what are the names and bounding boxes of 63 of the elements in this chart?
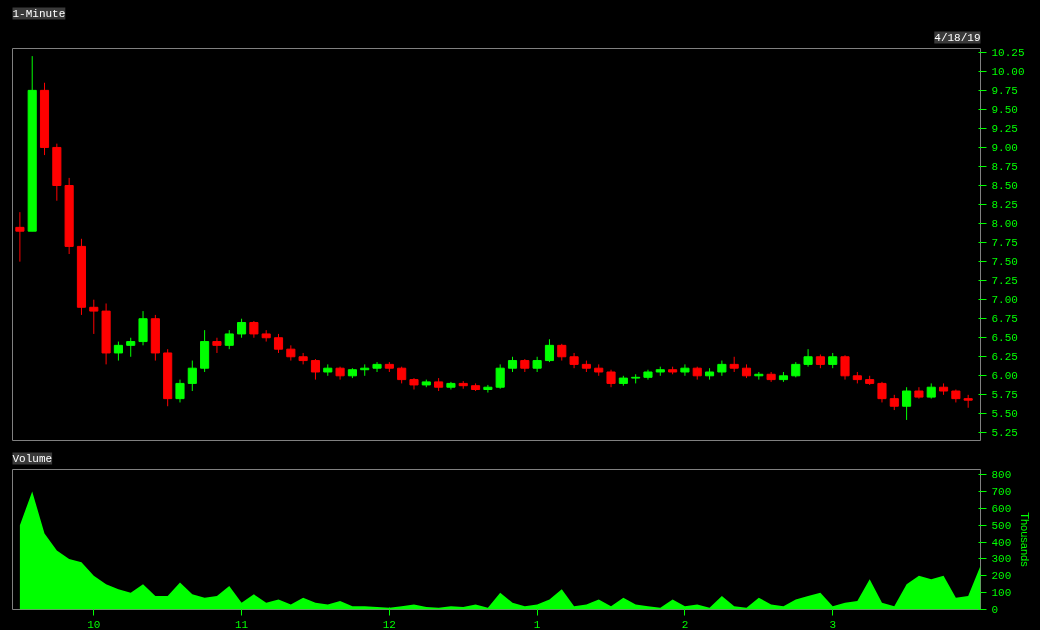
candlestick <box>680 363 690 377</box>
y-tick-label: 7.75 <box>991 237 1018 250</box>
candlestick <box>483 384 493 394</box>
candlestick <box>175 379 185 403</box>
x-tick-label: 10 <box>87 618 101 631</box>
y-tick-label: 6.25 <box>991 351 1018 364</box>
candlestick <box>212 337 222 354</box>
y-tick-label: 6.50 <box>991 332 1018 345</box>
y-tick-label: 0 <box>991 604 999 616</box>
y-tick-label: 300 <box>991 553 1012 566</box>
chart-title: Volume <box>12 452 53 465</box>
y-tick-label: 8.25 <box>991 199 1018 212</box>
y-axis-title: Thousands <box>1019 512 1032 568</box>
y-tick-label: 9.75 <box>991 84 1018 97</box>
y-tick-label: 9.50 <box>991 103 1018 116</box>
y-tick-label: 5.25 <box>991 427 1018 440</box>
y-tick-label: 500 <box>991 519 1012 532</box>
y-tick-label: 7.25 <box>991 275 1018 288</box>
y-tick-label: 8.50 <box>991 180 1018 193</box>
y-tick-label: 200 <box>991 570 1012 583</box>
y-tick-label: 600 <box>991 502 1012 515</box>
candlestick <box>840 354 850 381</box>
y-tick-label: 5.75 <box>991 389 1018 402</box>
candlestick <box>372 361 382 373</box>
candlestick <box>544 338 555 363</box>
y-tick-label: 8.75 <box>991 160 1018 173</box>
y-tick-label: 100 <box>991 587 1012 600</box>
y-tick-label: 400 <box>991 536 1012 549</box>
y-tick-label: 5.50 <box>991 408 1018 421</box>
candlestick <box>310 358 321 381</box>
y-tick-label: 9.25 <box>991 122 1018 135</box>
x-tick-label: 11 <box>234 618 249 631</box>
y-tick-label: 800 <box>991 469 1012 482</box>
x-tick-label: 1 <box>533 618 541 631</box>
candlestick <box>237 318 247 339</box>
candlestick <box>126 337 136 358</box>
candlestick <box>15 211 25 263</box>
y-tick-label: 10.00 <box>991 65 1025 78</box>
candlestick <box>273 333 284 354</box>
candlestick <box>409 377 419 390</box>
chart-title: 1-Minute <box>12 7 66 20</box>
y-tick-label: 7.00 <box>991 294 1018 307</box>
y-tick-label: 6.00 <box>991 370 1018 383</box>
y-tick-label: 700 <box>991 485 1012 498</box>
candlestick <box>187 360 197 392</box>
candlestick <box>138 310 148 346</box>
candlestick <box>902 386 912 421</box>
candlestick <box>113 341 123 362</box>
candlestick <box>877 381 887 403</box>
x-tick-label: 3 <box>829 618 837 631</box>
y-tick-label: 7.50 <box>991 256 1018 269</box>
candlestick <box>89 299 99 335</box>
x-tick-label: 2 <box>681 618 689 631</box>
y-tick-label: 8.00 <box>991 218 1018 231</box>
candlestick <box>224 329 234 350</box>
x-tick-label: 12 <box>382 618 396 631</box>
y-tick-label: 10.25 <box>991 46 1025 59</box>
y-tick-label: 9.00 <box>991 141 1018 154</box>
candlestick <box>298 352 308 365</box>
y-tick-label: 6.75 <box>991 313 1018 326</box>
candlestick <box>495 363 505 390</box>
candlestick <box>803 348 813 368</box>
text: 4/18/19 <box>934 31 981 44</box>
